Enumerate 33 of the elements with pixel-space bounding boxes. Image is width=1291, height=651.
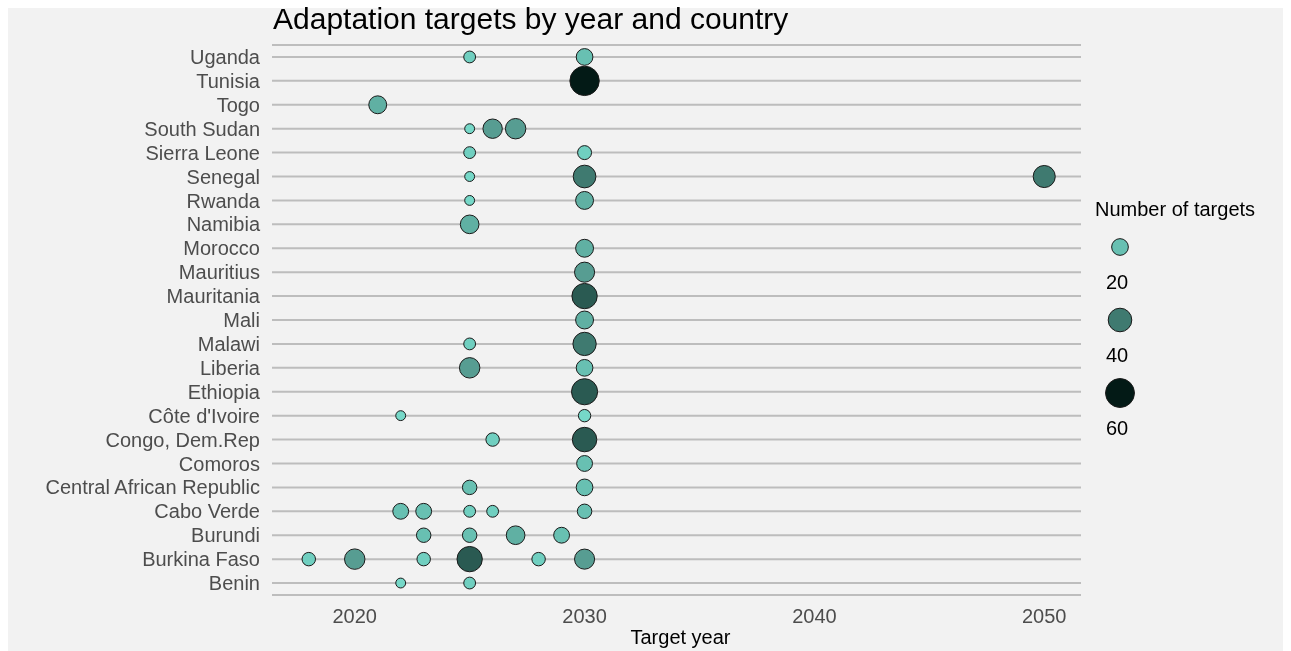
chart-title: Adaptation targets by year and country: [273, 2, 789, 36]
y-tick-label: Côte d'Ivoire: [148, 404, 260, 427]
y-tick-label: Ethiopia: [187, 380, 261, 403]
y-tick-label: Senegal: [186, 165, 260, 188]
y-tick-label: Cabo Verde: [154, 500, 260, 523]
x-tick-label: 2020: [332, 605, 377, 628]
y-tick-label: Sierra Leone: [145, 141, 260, 164]
legend-label: 20: [1106, 271, 1130, 294]
y-tick-label: Morocco: [183, 237, 260, 260]
x-tick-label: 2030: [562, 605, 607, 628]
y-tick-label: Malawi: [197, 333, 260, 356]
y-tick-label: Mauritania: [166, 285, 261, 308]
y-tick-label: Central African Republic: [45, 476, 260, 499]
y-tick-label: Liberia: [199, 356, 261, 379]
x-tick-label: 2040: [792, 605, 837, 628]
y-tick-label: Comoros: [178, 452, 260, 475]
y-tick-label: Congo, Dem.Rep: [105, 428, 260, 451]
legend-label: 60: [1106, 417, 1130, 440]
y-tick-label: Mali: [223, 309, 260, 332]
y-tick-label: Tunisia: [196, 69, 261, 92]
y-tick-label: Mauritius: [178, 261, 260, 284]
legend-label: 40: [1106, 344, 1130, 367]
y-tick-label: South Sudan: [144, 117, 260, 140]
y-tick-label: Burundi: [191, 524, 260, 547]
y-tick-label: Rwanda: [186, 189, 261, 212]
y-tick-label: Namibia: [186, 213, 261, 236]
y-tick-label: Burkina Faso: [142, 548, 260, 571]
x-tick-label: 2050: [1021, 605, 1067, 628]
x-axis-title: Target year: [630, 626, 731, 648]
y-tick-label: Uganda: [189, 46, 261, 69]
y-tick-label: Benin: [208, 572, 260, 595]
y-tick-label: Togo: [216, 93, 260, 116]
legend-title: Number of targets: [1095, 198, 1256, 221]
